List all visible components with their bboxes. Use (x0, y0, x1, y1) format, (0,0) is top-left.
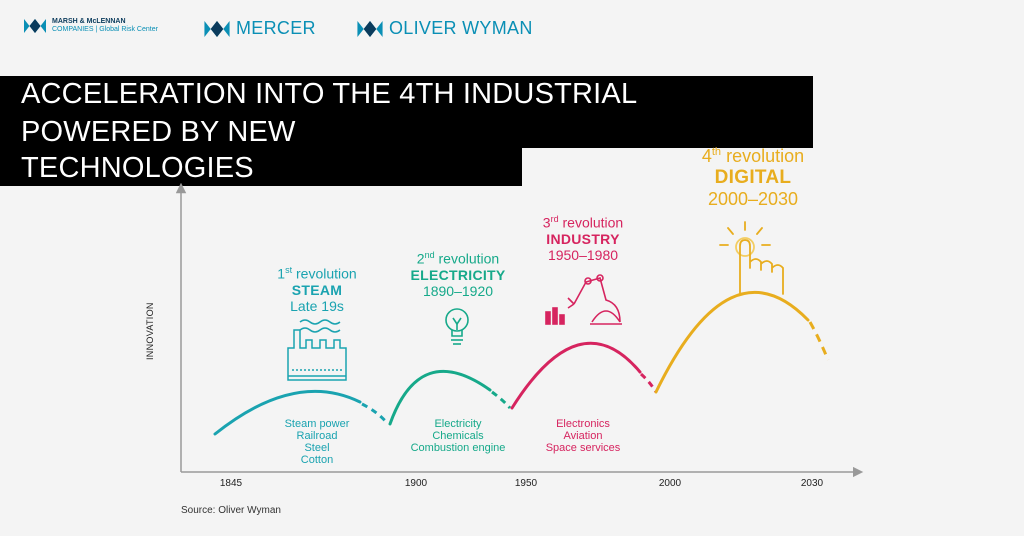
list-item: Chemicals (432, 430, 484, 442)
lightbulb-icon (445, 308, 469, 345)
list-item: Combustion engine (410, 442, 506, 454)
revolution-2-label: 2nd revolution ELECTRICITY 1890–1920 (398, 250, 518, 299)
mmc-logo-line2: COMPANIES | Global Risk Center (52, 26, 158, 33)
list-item: Steel (304, 442, 330, 454)
steam-curve-dashed (361, 402, 390, 425)
y-axis-label: INNOVATION (145, 302, 155, 360)
revolution-4-label: 4th revolution DIGITAL 2000–2030 (680, 146, 826, 210)
list-item: Electricity (434, 418, 482, 430)
list-item: Aviation (563, 430, 603, 442)
factory-icon (287, 319, 347, 381)
revolution-2-suffix: nd (424, 250, 435, 260)
revolution-4-years: 2000–2030 (707, 189, 799, 209)
x-tick: 2030 (800, 478, 824, 489)
robot-arm-icon (545, 274, 622, 325)
revolution-4-suffix: th (711, 146, 722, 158)
revolution-1-years: Late 19s (290, 297, 344, 314)
revolution-1-items: Steam power Railroad Steel Cotton (262, 418, 372, 466)
revolution-1-word: revolution (296, 265, 357, 282)
list-item: Steam power (284, 418, 350, 430)
list-item: Railroad (296, 430, 338, 442)
x-tick: 1845 (219, 478, 243, 489)
digital-curve-dashed (808, 321, 830, 361)
mercer-logo-text: MERCER (236, 18, 316, 38)
industry-curve (510, 341, 642, 410)
revolution-2-name: ELECTRICITY (410, 266, 506, 283)
revolution-2-ordinal: 2 (416, 250, 425, 267)
revolution-3-items: Electronics Aviation Space services (528, 418, 638, 454)
oliver-wyman-logo-icon (357, 20, 383, 37)
revolution-3-word: revolution (562, 214, 624, 231)
x-tick: 1950 (514, 478, 538, 489)
revolution-2-word: revolution (438, 250, 500, 267)
list-item: Cotton (300, 454, 334, 466)
revolution-4-ordinal: 4 (701, 146, 712, 166)
revolution-3-label: 3rd revolution INDUSTRY 1950–1980 (528, 214, 638, 263)
revolution-1-ordinal: 1 (277, 265, 286, 282)
title-line-2: POWERED BY NEW TECHNOLOGIES (0, 114, 522, 186)
revolution-2-items: Electricity Chemicals Combustion engine (398, 418, 518, 454)
revolution-1-name: STEAM (291, 281, 343, 298)
touch-hand-icon (719, 221, 784, 295)
list-item: Electronics (556, 418, 610, 430)
mmc-logo: MARSH & McLENNAN COMPANIES | Global Risk… (24, 18, 158, 34)
source-note: Source: Oliver Wyman (181, 505, 281, 516)
oliver-wyman-logo-text: OLIVER WYMAN (389, 18, 533, 38)
x-tick: 1900 (404, 478, 428, 489)
revolution-2-years: 1890–1920 (422, 282, 494, 299)
revolution-1-label: 1st revolution STEAM Late 19s (262, 265, 372, 314)
oliver-wyman-logo: OLIVER WYMAN (357, 18, 533, 39)
mmc-logo-line1: MARSH & McLENNAN (52, 18, 126, 25)
industry-curve-dashed (640, 372, 658, 393)
list-item: Space services (545, 442, 621, 454)
steam-curve (213, 389, 362, 436)
electricity-curve-dashed (491, 390, 512, 409)
revolution-3-years: 1950–1980 (547, 246, 619, 263)
revolution-3-name: INDUSTRY (546, 230, 620, 247)
mercer-logo-icon (204, 20, 230, 37)
revolution-3-ordinal: 3 (542, 214, 551, 231)
electricity-curve (388, 369, 492, 426)
mercer-logo: MERCER (204, 18, 316, 39)
revolution-3-suffix: rd (550, 214, 559, 224)
mmc-logo-icon (24, 19, 46, 33)
revolution-4-name: DIGITAL (714, 167, 792, 188)
revolution-4-word: revolution (726, 146, 805, 166)
logo-bar: MARSH & McLENNAN COMPANIES | Global Risk… (24, 18, 624, 42)
x-tick: 2000 (658, 478, 682, 489)
digital-curve (654, 291, 810, 394)
revolution-1-suffix: st (285, 265, 293, 275)
